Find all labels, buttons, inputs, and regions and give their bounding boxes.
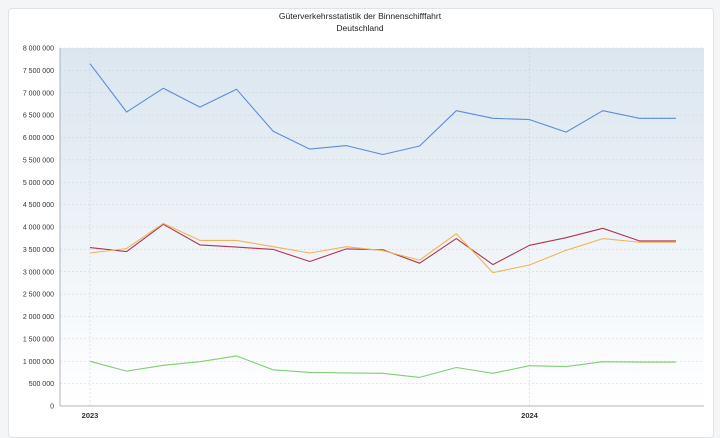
y-tick-label: 2 500 000 xyxy=(23,292,54,299)
y-tick-label: 6 000 000 xyxy=(23,135,54,142)
y-tick-label: 3 500 000 xyxy=(23,247,54,254)
y-tick-label: 500 000 xyxy=(29,381,54,388)
series-line-4 xyxy=(89,355,676,378)
y-tick-label: 0 xyxy=(50,404,54,411)
y-tick-label: 5 500 000 xyxy=(23,157,54,164)
series-group xyxy=(89,63,676,378)
x-tick-label: 2024 xyxy=(521,411,539,420)
y-tick-label: 1 000 000 xyxy=(23,359,54,366)
y-axis: 0 500 000 1 000 000 1 500 000 2 000 000 2 500… xyxy=(23,46,61,411)
y-tick-label: 1 500 000 xyxy=(23,336,54,343)
y-tick-label: 8 000 000 xyxy=(23,46,54,53)
series-line-3 xyxy=(89,222,676,274)
y-tick-label: 3 000 000 xyxy=(23,269,54,276)
series-line-1 xyxy=(89,63,676,156)
y-tick-label: 6 500 000 xyxy=(23,113,54,120)
chart-title-block: Güterverkehrsstatistik der Binnenschifff… xyxy=(0,10,720,34)
y-tick-label: 7 500 000 xyxy=(23,68,54,75)
y-tick-label: 4 000 000 xyxy=(23,225,54,232)
y-tick-label: 4 500 000 xyxy=(23,202,54,209)
chart-title: Güterverkehrsstatistik der Binnenschifff… xyxy=(278,11,442,21)
y-tick-label: 5 000 000 xyxy=(23,180,54,187)
y-tick-label: 2 000 000 xyxy=(23,314,54,321)
x-tick-label: 2023 xyxy=(82,411,99,420)
chart-subtitle: Deutschland xyxy=(336,23,384,33)
x-axis: 2023 2024 xyxy=(60,405,704,420)
series-line-2 xyxy=(89,223,676,266)
y-tick-label: 7 000 000 xyxy=(23,90,54,97)
